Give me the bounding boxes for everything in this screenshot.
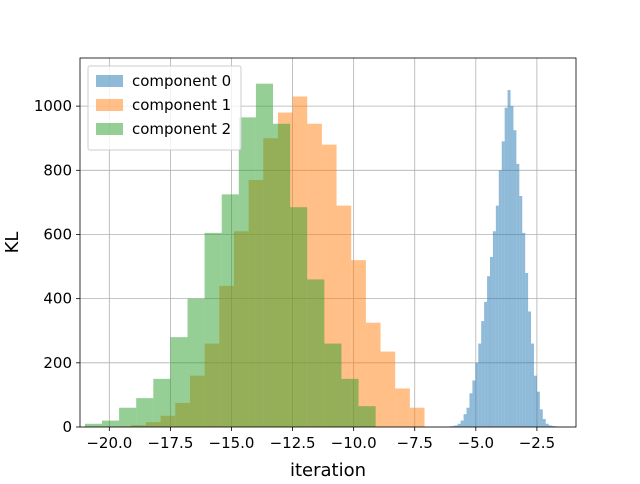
legend-swatch (96, 123, 123, 135)
x-tick-label: −12.5 (270, 434, 316, 452)
x-tick-label: −15.0 (209, 434, 255, 452)
histogram-bar (537, 392, 540, 427)
histogram-bar (531, 344, 534, 427)
histogram-bar (458, 424, 461, 427)
y-tick-label: 200 (43, 354, 72, 372)
x-axis-ticks: −20.0 −17.5 −15.0 −12.5 −10.0 −7.5 −5.0 −2.5 (86, 427, 555, 452)
x-tick-label: −20.0 (86, 434, 132, 452)
y-tick-label: 400 (43, 290, 72, 308)
histogram-bar (102, 421, 119, 427)
y-axis-ticks: 0 200 400 600 800 1000 (34, 97, 80, 436)
histogram-bar (543, 419, 546, 427)
histogram-bar (85, 424, 102, 427)
histogram-bar (464, 414, 467, 427)
histogram-bar (119, 408, 136, 427)
histogram-bar (472, 380, 475, 427)
legend: component 0 component 1 component 2 (88, 66, 241, 150)
histogram-bar (239, 117, 256, 427)
histogram-bar (478, 344, 481, 427)
histogram-bar (525, 273, 528, 427)
x-tick-label: −5.0 (458, 434, 494, 452)
histogram-bar (484, 302, 487, 427)
histogram-bar (469, 393, 472, 427)
histogram-bar (511, 106, 514, 427)
histogram-bar (136, 398, 153, 427)
histogram-bar (528, 311, 531, 427)
histogram-bar (499, 170, 502, 427)
histogram-bar (290, 207, 307, 427)
histogram-bar (222, 194, 239, 427)
histogram-bar (487, 276, 490, 427)
histogram-bar (341, 379, 358, 427)
histogram-bar (273, 124, 290, 427)
series-0-bars (449, 90, 563, 427)
legend-label: component 0 (132, 72, 231, 90)
histogram-bar (188, 299, 205, 427)
y-tick-label: 1000 (34, 97, 72, 115)
histogram-bar (381, 352, 396, 427)
histogram-bar (170, 337, 187, 427)
x-axis-label: iteration (290, 460, 366, 480)
histogram-bar (496, 206, 499, 427)
legend-swatch (96, 75, 123, 87)
histogram-bar (205, 233, 222, 427)
histogram-bar (505, 108, 508, 427)
histogram-bar (307, 279, 324, 427)
histogram-bar (522, 233, 525, 427)
y-tick-label: 0 (62, 418, 72, 436)
y-axis-label: KL (2, 232, 23, 254)
histogram-bar (502, 141, 505, 427)
histogram-bar (546, 424, 549, 427)
histogram-bar (540, 409, 543, 427)
histogram-bar (475, 363, 478, 427)
x-tick-label: −2.5 (519, 434, 555, 452)
y-tick-label: 800 (43, 161, 72, 179)
x-tick-label: −10.0 (331, 434, 377, 452)
histogram-bar (256, 84, 273, 427)
x-tick-label: −7.5 (397, 434, 433, 452)
histogram-bar (516, 164, 519, 427)
y-tick-label: 600 (43, 225, 72, 243)
histogram-bar (153, 379, 170, 427)
histogram-bar (508, 90, 511, 427)
x-tick-label: −17.5 (147, 434, 193, 452)
histogram-bar (324, 344, 341, 427)
histogram-bar (461, 421, 464, 427)
legend-swatch (96, 99, 123, 111)
histogram-bar (513, 130, 516, 427)
legend-label: component 2 (132, 120, 231, 138)
histogram-bar (481, 321, 484, 427)
legend-label: component 1 (132, 96, 231, 114)
histogram-bar (395, 388, 410, 427)
histogram-bar (519, 196, 522, 427)
histogram-bar (410, 408, 425, 427)
histogram-bar (359, 406, 376, 427)
histogram-bar (467, 408, 470, 427)
histogram-bar (534, 376, 537, 427)
histogram-bar (493, 231, 496, 427)
histogram-bar (490, 257, 493, 427)
